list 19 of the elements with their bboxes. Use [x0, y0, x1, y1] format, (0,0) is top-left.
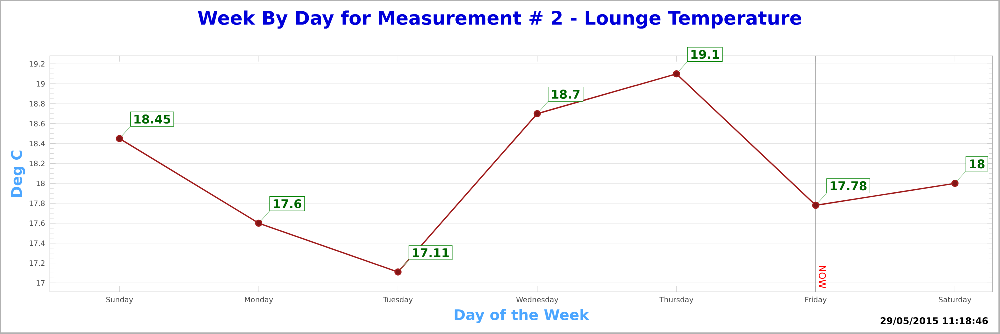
- point: [116, 135, 124, 142]
- point: [255, 220, 263, 228]
- ref-line-label: NOW: [819, 266, 826, 289]
- point: [534, 110, 542, 118]
- y-axis-title: Deg C: [11, 150, 26, 198]
- data-label: 18: [970, 160, 985, 169]
- point: [394, 268, 402, 276]
- data-label: 19.1: [692, 50, 720, 60]
- data-label: 17.11: [413, 248, 449, 258]
- text: 29/05/2015 11:18:46: [880, 317, 988, 326]
- point: [673, 70, 680, 78]
- chart-title: Week By Day for Measurement # 2 - Lounge Temperature: [198, 10, 802, 29]
- data-label: 18.45: [134, 114, 170, 124]
- point: [952, 180, 959, 188]
- point: [812, 202, 820, 210]
- data-label: 18.7: [552, 90, 580, 99]
- x-axis-title: Day of the Week: [454, 309, 590, 324]
- data-label: 17.78: [830, 182, 867, 191]
- data-label: 17.6: [274, 199, 302, 209]
